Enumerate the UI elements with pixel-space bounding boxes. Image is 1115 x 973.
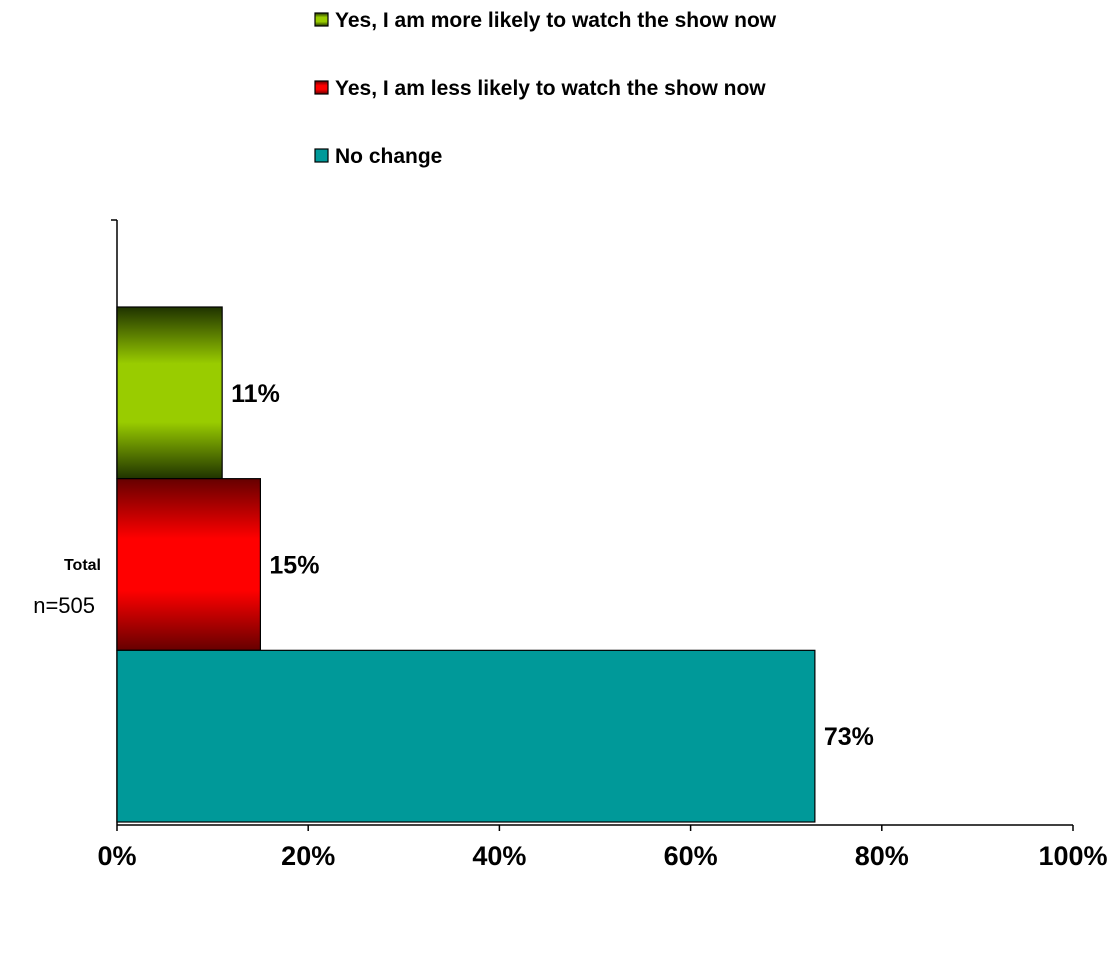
data-label-less-likely: 15% [269, 552, 319, 580]
x-tick-label-20: 20% [281, 841, 335, 871]
legend-item-less-likely: Yes, I am less likely to watch the show … [314, 77, 766, 100]
legend-label-no-change: No change [335, 145, 442, 168]
axes: 0% 20% 40% 60% 80% 100% [97, 219, 1108, 871]
x-tick-label-40: 40% [472, 841, 526, 871]
bar-more-likely [116, 306, 223, 480]
x-tick-label-80: 80% [855, 841, 909, 871]
x-tick-label-60: 60% [664, 841, 718, 871]
bar-no-change [116, 649, 816, 823]
bars: 11% 15% 73% [116, 306, 874, 823]
legend-item-no-change: No change [314, 145, 442, 168]
legend: Yes, I am more likely to watch the show … [314, 9, 777, 168]
legend-swatch-more-likely [314, 12, 329, 27]
legend-label-more-likely: Yes, I am more likely to watch the show … [335, 9, 777, 32]
category-sample-size: n=505 [33, 593, 95, 618]
category-label-total: Total [64, 557, 101, 574]
x-tick-label-100: 100% [1038, 841, 1107, 871]
bar-less-likely [116, 478, 261, 651]
legend-swatch-no-change [314, 148, 329, 163]
x-axis-ticks: 0% 20% 40% 60% 80% 100% [97, 825, 1108, 871]
legend-item-more-likely: Yes, I am more likely to watch the show … [314, 9, 777, 32]
legend-label-less-likely: Yes, I am less likely to watch the show … [335, 77, 766, 100]
legend-swatch-less-likely [314, 80, 329, 95]
data-label-more-likely: 11% [231, 380, 280, 408]
data-label-no-change: 73% [824, 723, 874, 751]
x-tick-label-0: 0% [97, 841, 136, 871]
